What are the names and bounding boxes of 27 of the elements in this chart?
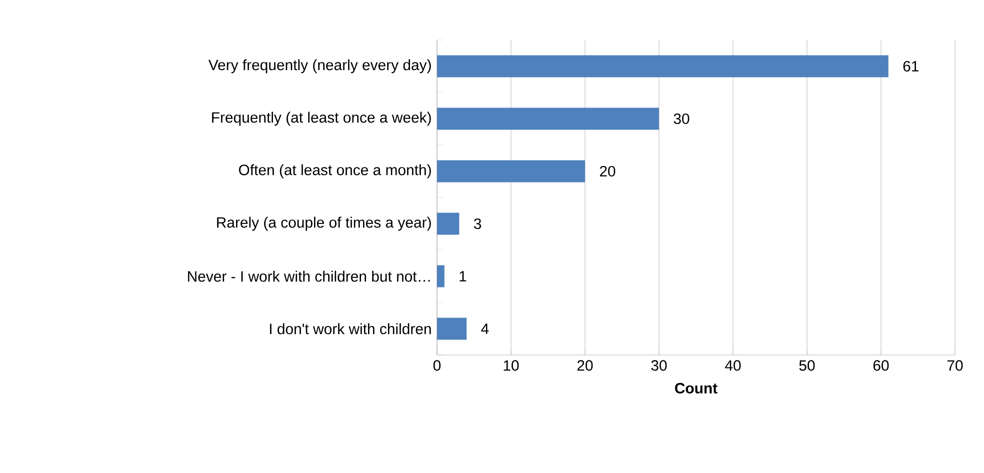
x-axis-title: Count — [675, 382, 718, 394]
x-tick-label: 60 — [873, 360, 889, 371]
x-tick-label: 10 — [504, 360, 519, 371]
data-label: 4 — [481, 324, 489, 334]
x-tick-label: 30 — [651, 360, 667, 371]
bar — [437, 55, 888, 78]
x-tick-label: 70 — [947, 360, 963, 371]
bar — [437, 318, 467, 340]
data-label: 1 — [460, 271, 466, 282]
y-tick-label: Very frequently (nearly every day) — [208, 59, 431, 74]
y-tick-label: I don't work with children — [270, 323, 431, 334]
x-tick-label: 20 — [577, 360, 593, 371]
y-tick-label: Rarely (a couple of times a year) — [217, 216, 431, 231]
data-label: 3 — [474, 218, 482, 230]
data-label: 61 — [903, 60, 918, 72]
x-tick-label: 50 — [799, 360, 815, 371]
data-label: 30 — [674, 113, 690, 124]
bar — [437, 160, 586, 182]
bar — [437, 265, 444, 288]
x-tick-label: 0 — [433, 360, 441, 371]
y-tick-label: Never - I work with children but not… — [188, 270, 430, 282]
y-tick-label: Often (at least once a month) — [238, 164, 431, 178]
y-tick-label: Frequently (at least once a week) — [212, 112, 431, 126]
bar — [437, 108, 660, 130]
bar — [437, 212, 460, 235]
data-label: 20 — [600, 166, 616, 177]
x-tick-label: 40 — [725, 360, 741, 371]
